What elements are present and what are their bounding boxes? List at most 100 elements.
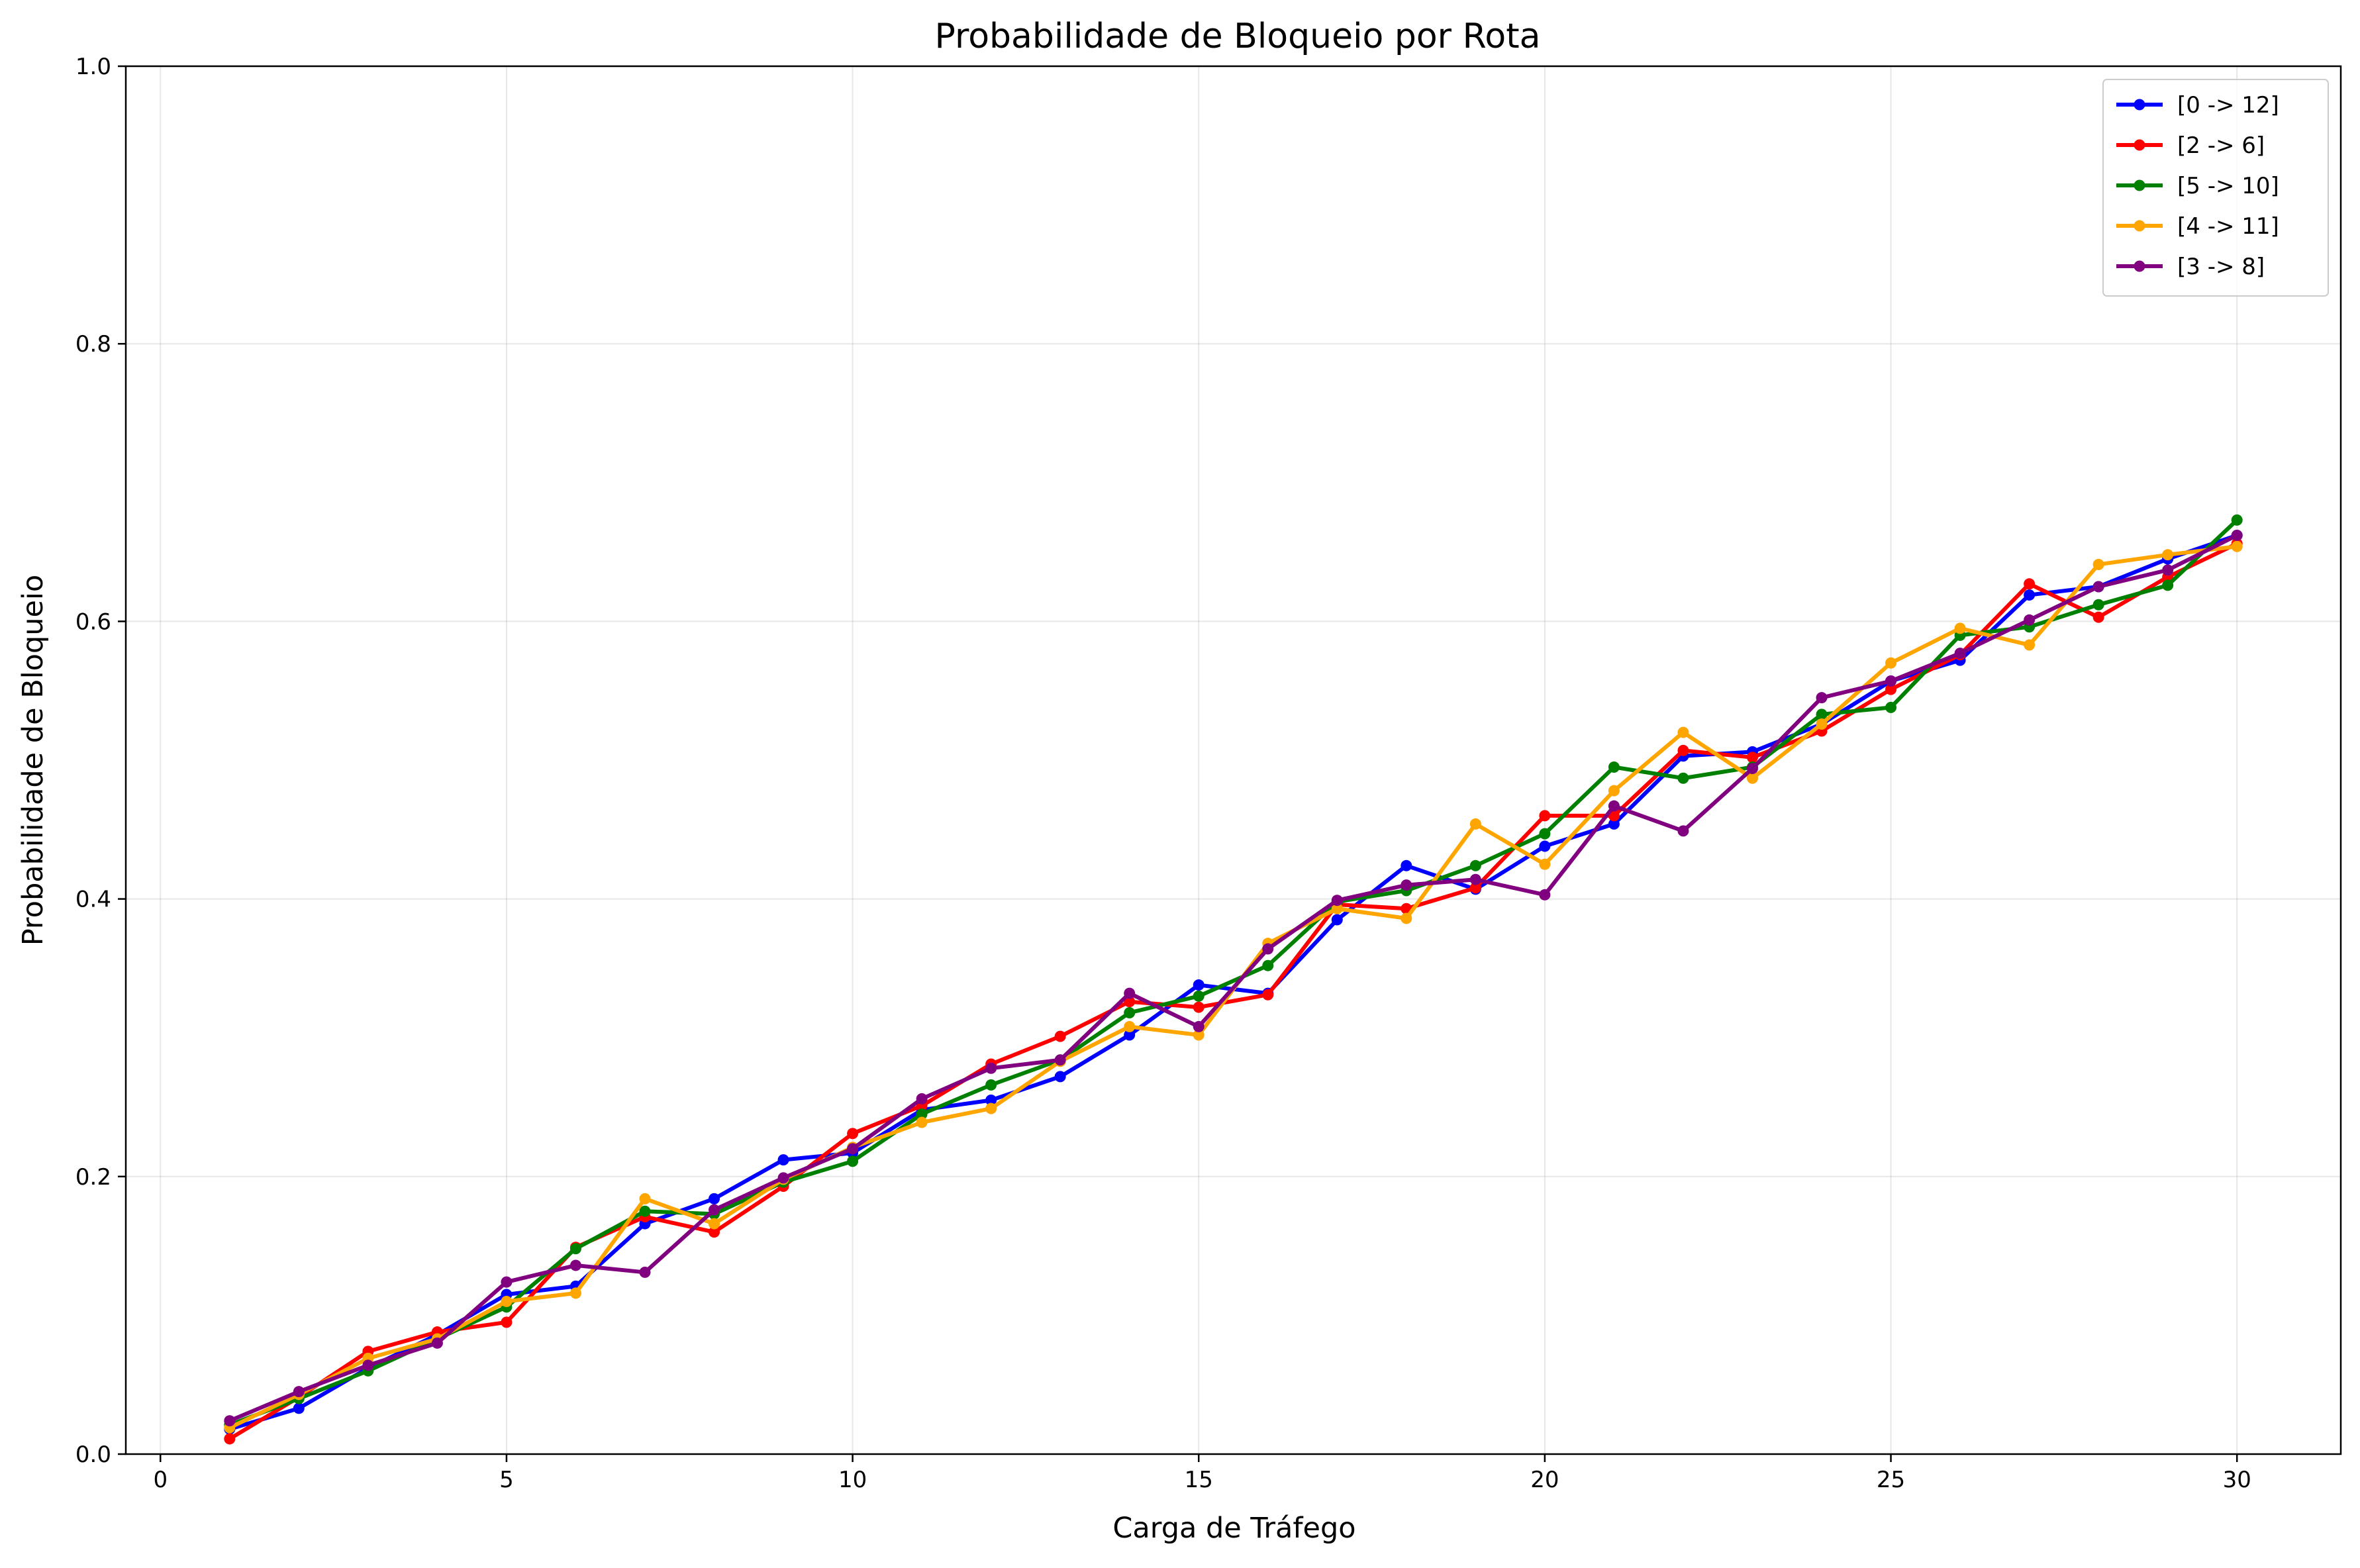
legend-label: [4 -> 11] (2177, 213, 2279, 240)
data-point (569, 1243, 581, 1255)
data-point (1124, 1020, 1136, 1032)
data-point (1054, 1071, 1066, 1083)
data-point (2162, 549, 2174, 561)
data-point (1608, 818, 1620, 830)
y-tick-label: 0.6 (75, 609, 111, 635)
data-point (1539, 889, 1551, 901)
data-point (1816, 709, 1828, 720)
data-point (1746, 763, 1758, 775)
legend-item: [2 -> 6] (2116, 132, 2265, 159)
data-point (1885, 675, 1897, 687)
data-point (639, 1193, 651, 1204)
data-point (1054, 1030, 1066, 1042)
axis-ticks: 0 5 10 15 20 25 30 0.0 0.2 0.4 0.6 0.8 1.0 (75, 54, 2251, 1493)
legend-label: [5 -> 10] (2177, 173, 2279, 199)
chart-title: Probabilidade de Bloqueio por Rota (935, 17, 1541, 56)
y-tick-label: 1.0 (75, 54, 111, 80)
x-tick-label: 30 (2223, 1467, 2251, 1493)
data-point (1401, 859, 1412, 871)
data-point (1608, 800, 1620, 812)
data-point (1124, 1029, 1136, 1041)
data-point (1539, 828, 1551, 840)
data-point (916, 1108, 928, 1120)
y-axis-title: Probabilidade de Bloqueio (17, 575, 50, 946)
data-point (916, 1116, 928, 1128)
plot-frame (124, 65, 2342, 1455)
data-point (1539, 858, 1551, 870)
series-5 (224, 529, 2243, 1427)
data-point (1262, 959, 1274, 971)
data-point (1124, 1006, 1136, 1018)
data-point (847, 1128, 859, 1140)
data-point (2231, 529, 2243, 541)
legend-label: [3 -> 8] (2177, 254, 2265, 280)
data-point (1954, 648, 1966, 660)
data-point (2092, 599, 2104, 611)
data-point (2231, 540, 2243, 552)
data-point (2162, 579, 2174, 591)
data-point (293, 1386, 305, 1398)
data-point (2092, 581, 2104, 593)
data-point (569, 1259, 581, 1271)
data-point (1401, 879, 1412, 891)
data-point (1331, 914, 1343, 926)
data-point (2231, 514, 2243, 526)
data-point (1816, 692, 1828, 704)
data-point (1954, 622, 1966, 634)
data-point (1401, 912, 1412, 924)
data-point (569, 1287, 581, 1299)
legend-marker (2134, 99, 2145, 111)
data-point (639, 1205, 651, 1217)
legend: [0 -> 12] [2 -> 6] [5 -> 10] [4 -> 11] [3 ->… (2102, 79, 2329, 297)
data-point (777, 1154, 789, 1166)
data-point (2024, 589, 2036, 601)
legend-box (2102, 79, 2329, 297)
data-point (1885, 683, 1897, 695)
series-line (228, 533, 2238, 1423)
data-point (1193, 979, 1205, 991)
data-point (1193, 990, 1205, 1002)
data-point (1608, 785, 1620, 797)
data-point (1816, 718, 1828, 730)
x-tick-label: 5 (499, 1467, 514, 1493)
data-point (1331, 903, 1343, 914)
data-point (985, 1095, 997, 1106)
data-point (1469, 859, 1481, 871)
data-point (1539, 810, 1551, 822)
data-point (709, 1204, 720, 1216)
data-point (985, 1102, 997, 1114)
data-point (709, 1226, 720, 1238)
data-point (1193, 1001, 1205, 1013)
legend-marker (2134, 179, 2145, 191)
data-point (1124, 996, 1136, 1008)
data-point (2024, 578, 2036, 590)
legend-marker (2134, 260, 2145, 272)
data-point (985, 1079, 997, 1091)
data-point (1193, 1029, 1205, 1041)
data-point (1608, 761, 1620, 773)
x-tick-label: 20 (1530, 1467, 1559, 1493)
data-point (224, 1433, 236, 1445)
data-point (293, 1402, 305, 1414)
data-point (709, 1193, 720, 1204)
legend-item: [4 -> 11] (2116, 213, 2279, 240)
series-line (228, 518, 2239, 1427)
data-point (1262, 943, 1274, 955)
data-point (847, 1155, 859, 1167)
x-tick-label: 0 (153, 1467, 168, 1493)
data-point (847, 1143, 859, 1155)
data-point (362, 1359, 374, 1371)
data-point (501, 1316, 513, 1328)
data-point (777, 1172, 789, 1184)
data-point (2092, 558, 2104, 570)
data-point (1885, 701, 1897, 713)
series-layer (224, 514, 2243, 1445)
data-point (1262, 989, 1274, 1001)
data-point (639, 1266, 651, 1278)
legend-marker (2134, 220, 2145, 232)
y-tick-label: 0.0 (75, 1442, 111, 1468)
data-point (1331, 895, 1343, 906)
legend-label: [0 -> 12] (2177, 92, 2279, 119)
